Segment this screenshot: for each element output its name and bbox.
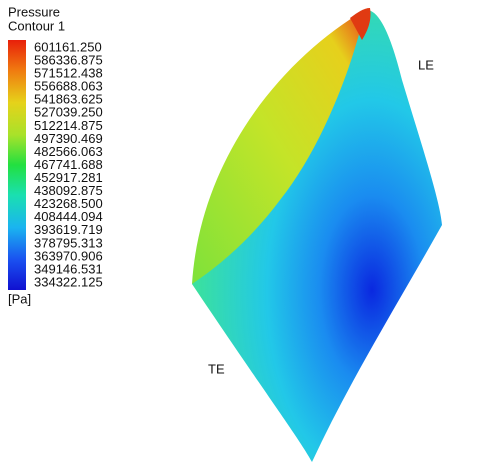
legend-label: 452917.281 — [34, 170, 103, 185]
legend-title: Pressure — [8, 4, 60, 19]
legend-label: 408444.094 — [34, 209, 103, 224]
te-label: TE — [208, 361, 225, 376]
tip-high-pressure — [350, 8, 371, 40]
legend-label: 467741.688 — [34, 157, 103, 172]
legend-label: 571512.438 — [34, 66, 103, 81]
legend-label: 601161.250 — [34, 39, 102, 54]
le-label: LE — [418, 57, 434, 72]
legend-label: 423268.500 — [34, 196, 103, 211]
legend-label: 393619.719 — [34, 222, 103, 237]
legend-label: 482566.063 — [34, 144, 103, 159]
legend-labels: 601161.250586336.875571512.438556688.063… — [34, 39, 103, 289]
legend-label: 378795.313 — [34, 235, 103, 250]
legend-label: 334322.125 — [34, 274, 103, 289]
legend-label: 556688.063 — [34, 79, 103, 94]
legend-label: 512214.875 — [34, 118, 103, 133]
legend-label: 363970.906 — [34, 248, 103, 263]
color-bar — [8, 40, 26, 290]
legend-label: 541863.625 — [34, 92, 103, 107]
legend-subtitle: Contour 1 — [8, 18, 65, 33]
legend-label: 586336.875 — [34, 52, 103, 67]
legend-unit: [Pa] — [8, 291, 31, 306]
pressure-surface — [192, 9, 442, 462]
legend-label: 527039.250 — [34, 105, 103, 120]
legend-label: 438092.875 — [34, 183, 103, 198]
suction-surface — [192, 10, 365, 284]
legend-label: 349146.531 — [34, 261, 103, 276]
legend-label: 497390.469 — [34, 131, 103, 146]
